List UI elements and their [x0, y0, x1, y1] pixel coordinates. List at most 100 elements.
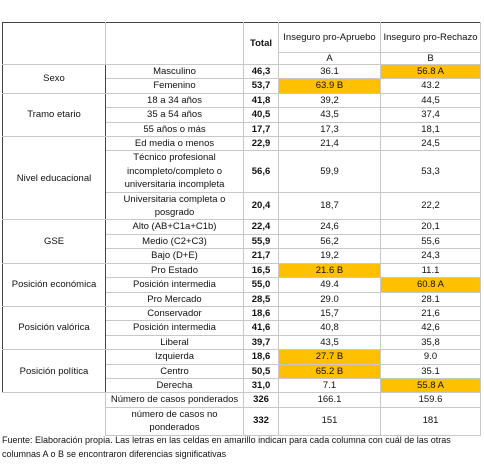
- total-cell: 20,4: [243, 191, 279, 221]
- row-label: Posición intermedia: [105, 277, 244, 293]
- table-row: Posición intermedia 41,6 40,8 42,6: [3, 320, 481, 336]
- footer-row: número de casos no ponderados 332 151 181: [3, 406, 481, 436]
- value-cell-a: 21.6 B: [278, 262, 381, 279]
- table-row: Centro 50,5 65.2 B 35.1: [3, 363, 481, 379]
- table-row: Sexo Masculino 46,3 36.1 56.8 A: [2, 63, 481, 94]
- value-cell-a: 40,8: [278, 320, 381, 336]
- value-cell-a: 21,4: [278, 136, 381, 152]
- row-label: Pro Mercado: [105, 291, 244, 307]
- value-cell-b: 56.8 A: [380, 63, 481, 80]
- total-cell: 40,5: [243, 107, 279, 123]
- value-cell-b: 35.1: [380, 363, 481, 379]
- value-cell-a: 7.1: [278, 377, 381, 394]
- blank-cell: [105, 22, 244, 65]
- table-row: 55 años o más 17,7 17,3 18,1: [3, 121, 481, 138]
- value-cell-b: 24,3: [380, 248, 481, 264]
- row-label: Masculino: [105, 63, 244, 80]
- header-total: Total: [243, 22, 279, 65]
- total-cell: 50,5: [243, 363, 279, 379]
- value-cell-a: 15,7: [278, 305, 381, 322]
- value-cell-b: 18,1: [380, 121, 481, 138]
- footer-row: Número de casos ponderados 326 166.1 159.6: [3, 392, 481, 408]
- row-label: Número de casos ponderados: [105, 392, 244, 408]
- value-cell-b: 53,3: [380, 150, 481, 193]
- value-cell-a: 18,7: [278, 191, 381, 221]
- total-cell: 41,8: [243, 92, 279, 109]
- value-cell-a: 27.7 B: [278, 349, 381, 365]
- footnote: Fuente: Elaboración propia. Las letras e…: [2, 435, 451, 459]
- row-label: Universitaria completa o posgrado: [105, 191, 244, 221]
- value-cell-b: 28.1: [380, 291, 481, 307]
- row-label: Pro Estado: [105, 262, 244, 279]
- group-label: Posición valórica: [2, 305, 106, 351]
- table-row: Nivel educacional Ed media o menos 22,9 21,…: [2, 136, 481, 221]
- total-cell: 332: [243, 406, 279, 436]
- table-row: Posición valórica Conservador 18,6 15,7 21,6: [2, 305, 481, 351]
- group-label: Posición económica: [2, 262, 106, 307]
- header-col-a: Inseguro pro-Apruebo: [278, 22, 381, 53]
- table-row: Posición intermedia 55,0 49.4 60.8 A: [3, 277, 481, 293]
- total-cell: 31,0: [243, 377, 279, 394]
- value-cell-a: 36.1: [278, 63, 381, 80]
- total-cell: 41,6: [243, 320, 279, 336]
- value-cell-a: 17,3: [278, 121, 381, 138]
- table-row: Femenino 53,7 63.9 B 43.2: [3, 78, 481, 94]
- total-cell: 46,3: [243, 63, 279, 80]
- table-body: Sexo Masculino 46,3 36.1 56.8 A Femenino 53,7 6…: [2, 63, 481, 436]
- value-cell-a: 43,5: [278, 107, 381, 123]
- table-row: Medio (C2+C3) 55,9 56,2 55,6: [3, 233, 481, 250]
- value-cell-b: 44,5: [380, 92, 481, 109]
- value-cell-a: 166.1: [278, 392, 381, 408]
- table-row: Posición política Izquierda 18,6 27.7 B 9.0: [2, 349, 481, 394]
- value-cell-a: 39,2: [278, 92, 381, 109]
- row-label: Alto (AB+C1a+C1b): [105, 219, 244, 235]
- header-col-b: Inseguro pro-Rechazo: [380, 22, 481, 53]
- total-cell: 22,4: [243, 219, 279, 235]
- value-cell-a: 49.4: [278, 277, 381, 293]
- table-row: Pro Mercado 28,5 29.0 28.1: [3, 291, 481, 307]
- row-label: número de casos no ponderados: [105, 406, 244, 436]
- value-cell-a: 29.0: [278, 291, 381, 307]
- blank-cell: [2, 22, 106, 65]
- value-cell-b: 11.1: [380, 262, 481, 279]
- group-label: Tramo etario: [2, 92, 106, 138]
- value-cell-a: 24,6: [278, 219, 381, 235]
- value-cell-b: 60.8 A: [380, 277, 481, 293]
- value-cell-b: 55.8 A: [380, 377, 481, 394]
- value-cell-b: 43.2: [380, 78, 481, 94]
- value-cell-a: 19,2: [278, 248, 381, 264]
- value-cell-b: 21,6: [380, 305, 481, 322]
- total-cell: 21,7: [243, 248, 279, 264]
- table-row: Bajo (D+E) 21,7 19,2 24,3: [3, 248, 481, 264]
- total-cell: 56,6: [243, 150, 279, 193]
- value-cell-a: 151: [278, 406, 381, 436]
- row-label: Posición intermedia: [105, 320, 244, 336]
- row-label: Derecha: [105, 377, 244, 394]
- total-cell: 326: [243, 392, 279, 408]
- value-cell-a: 63.9 B: [278, 78, 381, 94]
- value-cell-b: 37,4: [380, 107, 481, 123]
- value-cell-b: 42,6: [380, 320, 481, 336]
- value-cell-b: 55,6: [380, 233, 481, 250]
- total-cell: 22,9: [243, 136, 279, 152]
- table-row: Universitaria completa o posgrado 20,4 18,…: [3, 191, 481, 221]
- value-cell-b: 20,1: [380, 219, 481, 235]
- header-letter-b: B: [380, 52, 481, 65]
- total-cell: 55,9: [243, 233, 279, 250]
- row-label: Centro: [105, 363, 244, 379]
- value-cell-b: 181: [380, 406, 481, 436]
- value-cell-b: 24,5: [380, 136, 481, 152]
- table-row: 35 a 54 años 40,5 43,5 37,4: [3, 107, 481, 123]
- row-label: Femenino: [105, 78, 244, 94]
- group-label: Sexo: [2, 64, 106, 94]
- table-row: Liberal 39,7 43,5 35,8: [3, 334, 481, 351]
- row-label: Izquierda: [105, 349, 244, 365]
- blank-cell: [3, 407, 106, 435]
- value-cell-b: 35,8: [380, 334, 481, 351]
- row-label: Ed media o menos: [105, 136, 244, 152]
- row-label: Liberal: [105, 334, 244, 351]
- row-label: Técnico profesional incompleto/completo …: [105, 150, 244, 193]
- value-cell-a: 59,9: [278, 150, 381, 193]
- total-cell: 55,0: [243, 277, 279, 293]
